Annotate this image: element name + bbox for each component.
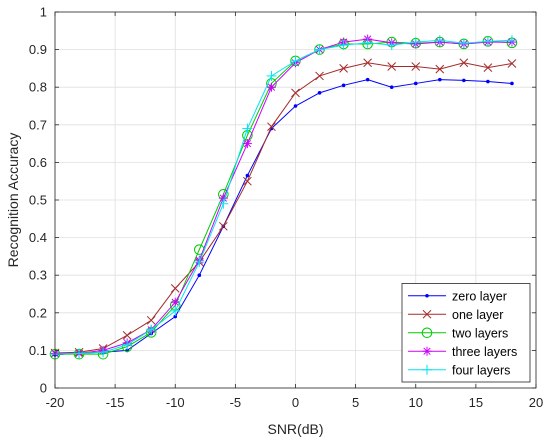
x-tick-label: 15 bbox=[469, 395, 483, 410]
data-point bbox=[266, 82, 276, 92]
x-tick-label: 0 bbox=[292, 395, 299, 410]
data-point bbox=[314, 44, 325, 55]
x-tick-label: -20 bbox=[46, 395, 65, 410]
data-point bbox=[338, 40, 349, 51]
data-point bbox=[243, 176, 252, 186]
series-line bbox=[54, 62, 513, 354]
data-point bbox=[242, 139, 252, 149]
data-point bbox=[197, 273, 202, 278]
legend-marker bbox=[425, 293, 429, 298]
x-tick-label: 5 bbox=[352, 395, 359, 410]
y-tick-label: 0.4 bbox=[29, 230, 47, 245]
legend-label: four layers bbox=[452, 363, 510, 377]
data-point bbox=[365, 77, 370, 82]
data-point bbox=[98, 347, 109, 358]
y-axis-label: Recognition Accuracy bbox=[5, 133, 21, 268]
data-point bbox=[218, 198, 229, 209]
data-point bbox=[483, 63, 493, 73]
y-tick-label: 0.9 bbox=[29, 42, 47, 57]
data-point bbox=[267, 122, 276, 132]
data-point bbox=[413, 81, 418, 86]
x-tick-label: -15 bbox=[106, 395, 125, 410]
data-point bbox=[218, 221, 228, 231]
data-point bbox=[122, 339, 133, 350]
y-tick-label: 0.7 bbox=[29, 117, 47, 132]
data-point bbox=[242, 123, 253, 134]
data-point bbox=[170, 284, 180, 293]
x-axis-label: SNR(dB) bbox=[267, 421, 323, 437]
data-point bbox=[122, 331, 132, 340]
data-point bbox=[459, 58, 469, 68]
data-point bbox=[507, 59, 517, 68]
legend-item: one layer bbox=[408, 308, 503, 322]
y-tick-label: 0.1 bbox=[29, 343, 47, 358]
data-point bbox=[245, 173, 250, 178]
data-point bbox=[362, 37, 373, 48]
data-point bbox=[146, 324, 157, 335]
data-point bbox=[389, 85, 394, 89]
legend-marker bbox=[422, 309, 432, 319]
y-tick-label: 0 bbox=[40, 381, 47, 396]
x-tick-labels: -20 -15 -10 -5 0 5 10 15 20 bbox=[46, 395, 544, 410]
legend-item: four layers bbox=[408, 363, 510, 377]
legend-item: two layers bbox=[408, 326, 508, 340]
data-point bbox=[510, 81, 514, 86]
legend-marker bbox=[422, 346, 432, 356]
data-point bbox=[293, 104, 298, 108]
data-point bbox=[173, 314, 178, 319]
data-point bbox=[315, 71, 324, 81]
data-point bbox=[341, 83, 346, 88]
y-tick-label: 0.5 bbox=[29, 193, 47, 208]
data-point bbox=[146, 315, 156, 325]
data-point bbox=[486, 79, 490, 84]
x-tick-label: -5 bbox=[230, 395, 242, 410]
x-tick-label: 10 bbox=[409, 395, 423, 410]
ticks bbox=[54, 11, 537, 389]
data-point bbox=[435, 64, 445, 74]
x-tick-label: 20 bbox=[529, 395, 543, 410]
data-point bbox=[506, 35, 517, 46]
legend-marker bbox=[421, 327, 433, 339]
data-point bbox=[170, 297, 180, 307]
data-point bbox=[194, 257, 205, 268]
data-point bbox=[290, 55, 301, 66]
data-point bbox=[387, 62, 397, 71]
data-point bbox=[386, 40, 397, 51]
y-tick-label: 0.3 bbox=[29, 268, 47, 283]
legend-item: zero layer bbox=[408, 289, 507, 303]
y-tick-labels: 0 0.1 0.2 0.3 0.4 0.5 0.6 0.7 0.8 0.9 1 bbox=[29, 5, 47, 396]
data-point bbox=[317, 91, 322, 95]
y-tick-label: 0.2 bbox=[29, 305, 47, 320]
data-point bbox=[74, 348, 85, 359]
data-point bbox=[458, 38, 469, 49]
data-point bbox=[266, 70, 277, 81]
data-point bbox=[410, 37, 421, 48]
data-point bbox=[434, 35, 445, 46]
legend-label: three layers bbox=[452, 345, 517, 359]
data-point bbox=[411, 62, 421, 71]
series-line bbox=[54, 79, 512, 356]
legend-item: three layers bbox=[408, 345, 517, 359]
data-point bbox=[291, 88, 300, 98]
legend-marker bbox=[422, 364, 432, 375]
legend-label: one layer bbox=[452, 308, 503, 322]
series-layer bbox=[49, 34, 518, 360]
y-tick-label: 1 bbox=[40, 5, 47, 20]
y-tick-label: 0.8 bbox=[29, 80, 47, 95]
legend-label: zero layer bbox=[452, 289, 507, 303]
data-point bbox=[170, 305, 181, 316]
data-point bbox=[438, 77, 442, 82]
series-four-layers bbox=[50, 35, 517, 360]
legend-label: two layers bbox=[452, 326, 508, 340]
data-point bbox=[462, 78, 466, 83]
y-tick-label: 0.6 bbox=[29, 155, 47, 170]
legend: zero layer one layer two layers three layer… bbox=[401, 283, 531, 383]
data-point bbox=[363, 58, 373, 68]
x-tick-label: -10 bbox=[166, 395, 185, 410]
data-point bbox=[482, 36, 493, 47]
data-point bbox=[339, 64, 348, 73]
